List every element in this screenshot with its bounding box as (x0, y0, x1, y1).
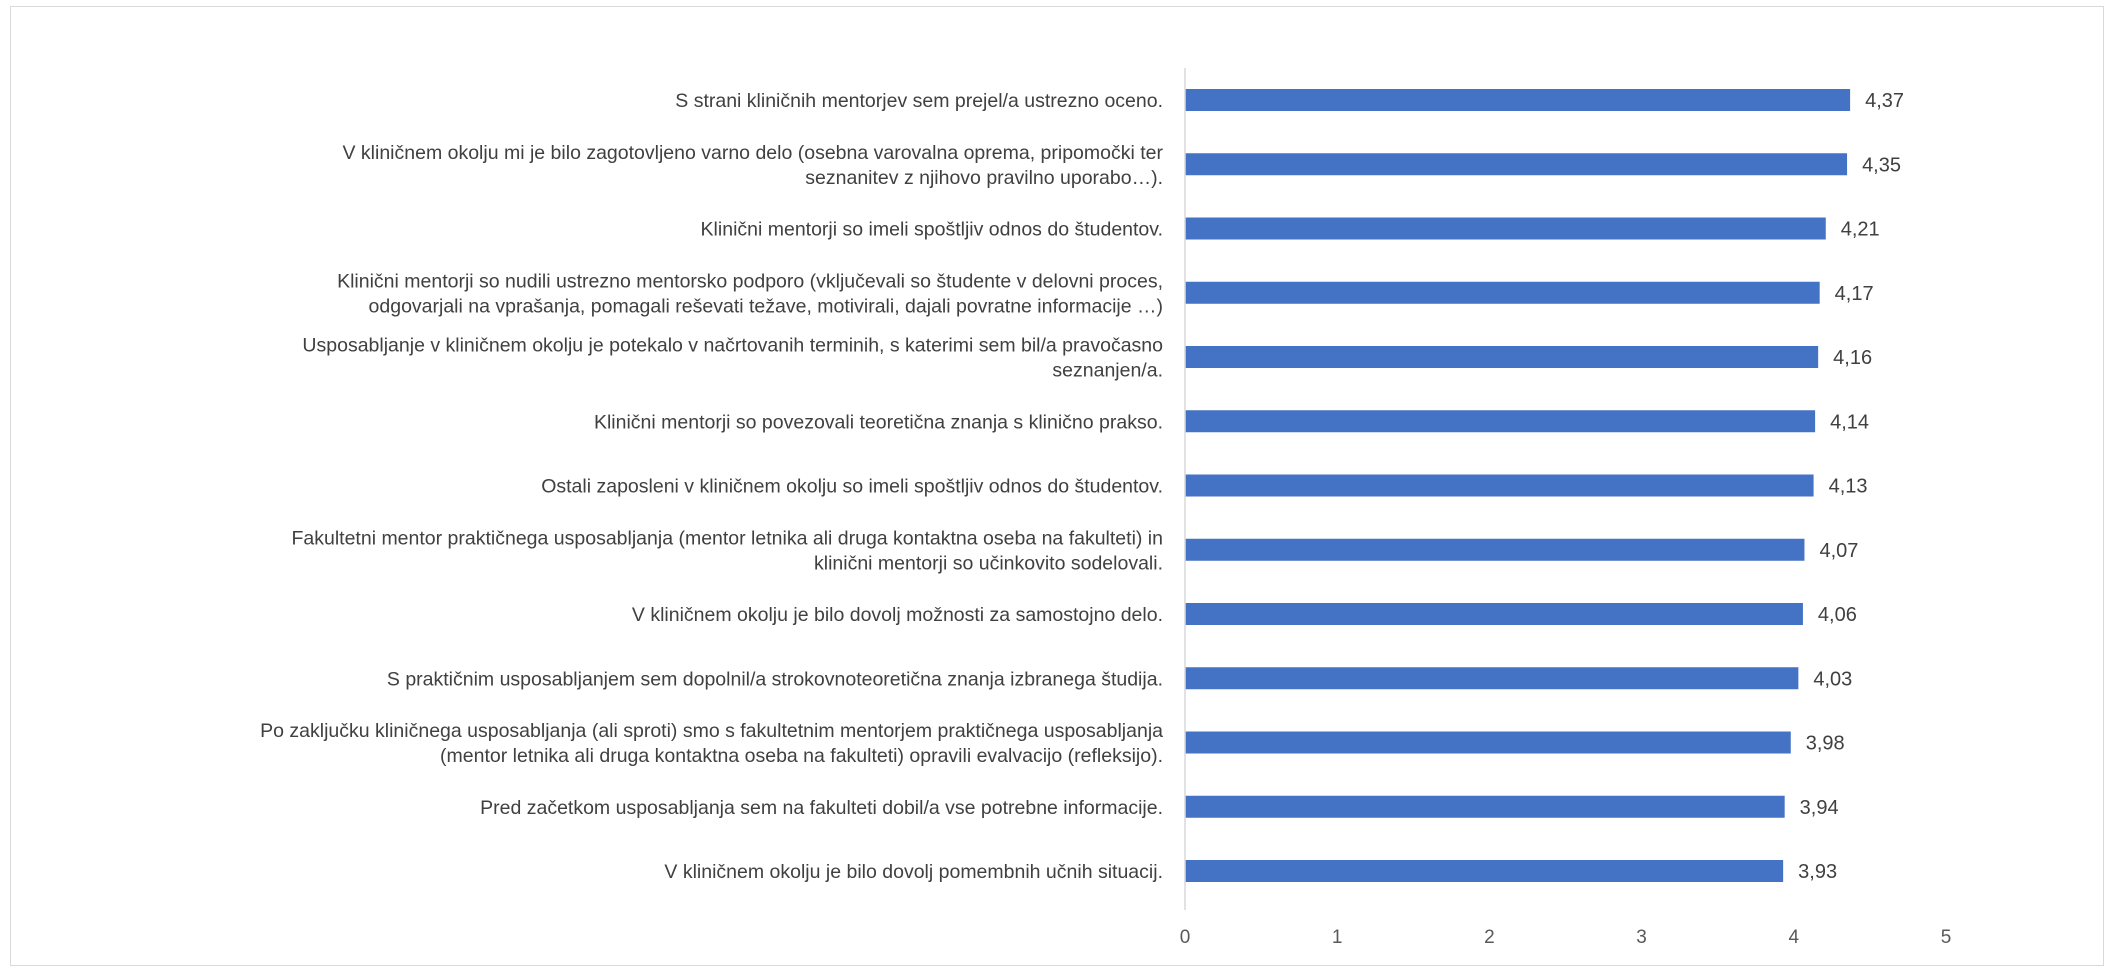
bars-layer (1185, 89, 1851, 882)
bar-11 (1185, 731, 1791, 754)
data-label-13: 3,93 (1798, 861, 1837, 883)
category-label-4-line-2: odgovarjali na vprašanja, pomagali rešev… (369, 295, 1163, 317)
bar-2 (1185, 153, 1848, 176)
x-tick-label-4: 4 (1789, 927, 1800, 948)
x-tick-label-0: 0 (1180, 927, 1191, 948)
data-label-3: 4,21 (1841, 219, 1880, 241)
category-label-2-line-1: V kliničnem okolju mi je bilo zagotovlje… (342, 142, 1163, 164)
category-label-1: S strani kliničnih mentorjev sem prejel/… (675, 90, 1163, 112)
value-axis-ticks: 0 1 2 3 4 5 (1180, 927, 1952, 948)
data-label-12: 3,94 (1800, 797, 1839, 819)
bar-12 (1185, 795, 1785, 818)
data-label-8: 4,07 (1819, 540, 1858, 562)
category-label-11-line-1: Po zaključku kliničnega usposabljanja (a… (260, 720, 1163, 742)
bar-6 (1185, 410, 1816, 433)
bar-13 (1185, 860, 1784, 882)
bar-5 (1185, 346, 1819, 368)
category-label-2-line-2: seznanitev z njihovo pravilno uporabo…). (805, 167, 1163, 189)
data-label-11: 3,98 (1806, 733, 1845, 755)
x-tick-label-1: 1 (1332, 927, 1343, 948)
data-label-10: 4,03 (1813, 668, 1852, 690)
x-tick-label-5: 5 (1941, 927, 1952, 948)
bar-9 (1185, 603, 1803, 625)
category-label-6: Klinični mentorji so povezovali teoretič… (594, 411, 1163, 433)
category-label-8-line-2: klinični mentorji so učinkovito sodelova… (814, 552, 1163, 574)
bar-10 (1185, 667, 1799, 690)
data-label-9: 4,06 (1818, 604, 1857, 626)
data-label-2: 4,35 (1862, 154, 1901, 176)
bar-1 (1185, 89, 1851, 111)
data-label-4: 4,17 (1835, 283, 1874, 305)
category-label-5-line-1: Usposabljanje v kliničnem okolju je pote… (302, 335, 1163, 357)
category-label-9: V kliničnem okolju je bilo dovolj možnos… (632, 604, 1163, 626)
category-label-12: Pred začetkom usposabljanja sem na fakul… (480, 797, 1163, 819)
data-label-1: 4,37 (1865, 90, 1904, 112)
data-label-7: 4,13 (1829, 476, 1868, 498)
data-label-6: 4,14 (1830, 411, 1869, 433)
data-label-5: 4,16 (1833, 347, 1872, 369)
bar-4 (1185, 281, 1820, 304)
bar-8 (1185, 538, 1805, 561)
category-label-3: Klinični mentorji so imeli spoštljiv odn… (701, 219, 1163, 241)
category-label-13: V kliničnem okolju je bilo dovolj pomemb… (664, 861, 1163, 883)
category-label-4-line-1: Klinični mentorji so nudili ustrezno men… (337, 270, 1163, 292)
x-tick-label-2: 2 (1484, 927, 1495, 948)
bar-7 (1185, 474, 1814, 497)
x-tick-label-3: 3 (1636, 927, 1647, 948)
bar-3 (1185, 217, 1826, 240)
category-label-7: Ostali zaposleni v kliničnem okolju so i… (541, 476, 1163, 498)
category-label-5-line-2: seznanjen/a. (1052, 360, 1163, 382)
category-label-10: S praktičnim usposabljanjem sem dopolnil… (387, 668, 1163, 690)
data-labels-layer: 4,37 4,35 4,21 4,17 4,16 4,14 4,13 4,07 4,06 4,03… (1798, 90, 1904, 883)
category-label-11-line-2: (mentor letnika ali druga kontaktna oseb… (440, 745, 1163, 767)
category-labels-layer: S strani kliničnih mentorjev sem prejel/… (260, 90, 1163, 883)
category-label-8-line-1: Fakultetni mentor praktičnega usposablja… (291, 527, 1163, 549)
